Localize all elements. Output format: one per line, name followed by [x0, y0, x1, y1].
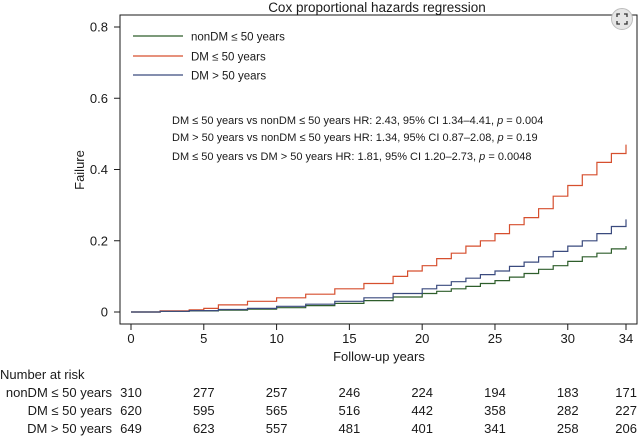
legend-label-dm-gt50: DM > 50 years — [191, 71, 266, 83]
risk-cell: 623 — [193, 421, 215, 436]
risk-cell: 595 — [193, 403, 215, 418]
hr-annotation-1: DM ≤ 50 years vs nonDM ≤ 50 years HR: 2.… — [172, 115, 543, 127]
x-tick-label: 20 — [415, 331, 429, 346]
x-tick-label: 30 — [561, 331, 575, 346]
x-tick-label: 34 — [619, 331, 633, 346]
expand-button[interactable] — [611, 8, 633, 30]
series-line-0 — [131, 246, 627, 313]
legend-label-nondm-le50: nonDM ≤ 50 years — [191, 32, 285, 44]
risk-row-label: DM > 50 years — [27, 421, 112, 436]
expand-icon — [616, 13, 628, 25]
series-line-2 — [131, 219, 627, 313]
y-tick-label: 0 — [101, 305, 108, 320]
risk-row-label: DM ≤ 50 years — [28, 403, 113, 418]
risk-cell: 310 — [120, 385, 142, 400]
legend: nonDM ≤ 50 years DM ≤ 50 years DM > 50 y… — [133, 32, 285, 83]
risk-cell: 224 — [411, 385, 433, 400]
chart-title: Cox proportional hazards regression — [268, 0, 486, 15]
risk-cell: 246 — [339, 385, 361, 400]
risk-cell: 516 — [339, 403, 361, 418]
x-tick-label: 15 — [342, 331, 356, 346]
x-tick-label: 25 — [488, 331, 502, 346]
x-tick-label: 10 — [269, 331, 283, 346]
y-tick-label: 0.8 — [90, 20, 108, 35]
hr-annotation-2: DM > 50 years vs nonDM ≤ 50 years HR: 1.… — [172, 132, 538, 144]
risk-cell: 257 — [266, 385, 288, 400]
risk-cell: 183 — [557, 385, 579, 400]
risk-cell: 171 — [615, 385, 637, 400]
x-tick-label: 5 — [200, 331, 207, 346]
hr-annotations: DM ≤ 50 years vs nonDM ≤ 50 years HR: 2.… — [172, 115, 543, 163]
risk-cell: 227 — [615, 403, 637, 418]
axes: 0 0.2 0.4 0.6 0.8 0 5 10 15 20 25 30 34 — [90, 15, 637, 346]
risk-cell: 557 — [266, 421, 288, 436]
risk-table-header: Number at risk — [0, 367, 85, 382]
risk-cell: 620 — [120, 403, 142, 418]
risk-cell: 277 — [193, 385, 215, 400]
series-layer — [131, 144, 627, 313]
risk-cell: 565 — [266, 403, 288, 418]
risk-cell: 358 — [484, 403, 506, 418]
risk-cell: 194 — [484, 385, 506, 400]
y-tick-label: 0.6 — [90, 91, 108, 106]
risk-cell: 282 — [557, 403, 579, 418]
risk-cell: 206 — [615, 421, 637, 436]
y-tick-label: 0.2 — [90, 233, 108, 248]
risk-cell: 258 — [557, 421, 579, 436]
y-axis-label: Failure — [72, 150, 87, 190]
legend-label-dm-le50: DM ≤ 50 years — [191, 52, 266, 64]
risk-cell: 442 — [411, 403, 433, 418]
x-tick-label: 0 — [127, 331, 134, 346]
hr-annotation-3: DM ≤ 50 years vs DM > 50 years HR: 1.81,… — [172, 151, 531, 163]
risk-cell: 401 — [411, 421, 433, 436]
y-tick-label: 0.4 — [90, 162, 108, 177]
x-axis-label: Follow-up years — [333, 349, 425, 364]
risk-row-label: nonDM ≤ 50 years — [6, 385, 113, 400]
risk-cell: 341 — [484, 421, 506, 436]
risk-table: Number at risk nonDM ≤ 50 years 310 277 257… — [0, 367, 637, 436]
series-line-1 — [131, 144, 627, 313]
risk-cell: 481 — [339, 421, 361, 436]
risk-cell: 649 — [120, 421, 142, 436]
